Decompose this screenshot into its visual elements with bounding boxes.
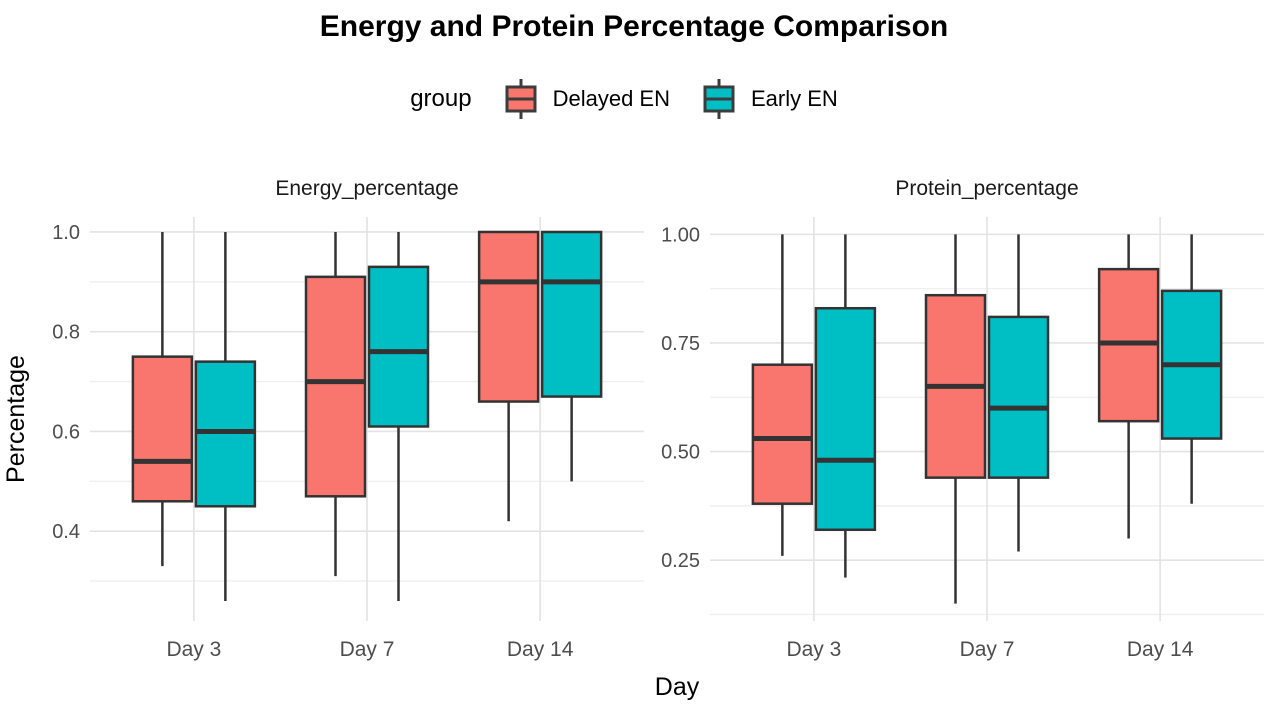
box-rect <box>814 306 877 532</box>
plot-area: 1.0 0.8 0.6 0.4 Energy_percentage Day 3 Day 7 D… <box>2 177 1264 701</box>
x-category-label: Day 7 <box>960 638 1015 661</box>
legend-title: group <box>410 85 472 112</box>
box-rect <box>477 230 540 403</box>
y-axis-label: Percentage <box>2 355 30 483</box>
box-energy-percentage-day-7-early-en <box>367 231 430 602</box>
boxplot-key-early-en-icon <box>703 79 735 119</box>
box-protein-percentage-day-7-early-en <box>987 234 1050 552</box>
box-protein-percentage-day-3-early-en <box>814 234 877 578</box>
x-category-label: Day 3 <box>166 638 221 661</box>
box-rect <box>540 230 603 398</box>
box-rect <box>987 315 1050 479</box>
chart-title: Energy and Protein Percentage Comparison <box>319 10 949 43</box>
x-axis-label: Day <box>655 673 700 701</box>
box-rect <box>131 355 194 503</box>
legend: group Delayed EN Early EN <box>0 76 1268 122</box>
facet-title: Protein_percentage <box>895 177 1078 200</box>
box-energy-percentage-day-3-delayed-en <box>131 231 194 567</box>
legend-label-early-en: Early EN <box>750 86 838 111</box>
facet-energy-percentage: 1.0 0.8 0.6 0.4 Energy_percentage Day 3 Day 7 D… <box>52 177 644 661</box>
y-tick-label: 0.4 <box>52 521 80 543</box>
y-tick-label: 0.6 <box>52 421 80 443</box>
box-rect <box>367 265 430 428</box>
legend-label-delayed-en: Delayed EN <box>552 86 670 111</box>
y-tick-label: 1.0 <box>52 222 80 244</box>
x-category-label: Day 3 <box>786 638 841 661</box>
boxplot-key-delayed-en-icon <box>505 79 537 119</box>
y-tick-label: 0.25 <box>661 550 700 572</box>
box-energy-percentage-day-14-early-en <box>540 230 603 482</box>
box-energy-percentage-day-7-delayed-en <box>304 231 367 577</box>
y-tick-label: 0.50 <box>661 442 700 464</box>
y-tick-label: 0.8 <box>52 322 80 344</box>
y-tick-label: 0.75 <box>661 333 700 355</box>
box-energy-percentage-day-3-early-en <box>194 231 257 602</box>
facet-protein-percentage: 1.00 0.75 0.50 0.25 Protein_percentage Day 3 D… <box>661 177 1264 661</box>
box-protein-percentage-day-14-delayed-en <box>1097 234 1160 539</box>
box-energy-percentage-day-14-delayed-en <box>477 230 540 522</box>
legend-entry-delayed-en: Delayed EN <box>502 77 670 121</box>
box-protein-percentage-day-3-delayed-en <box>751 234 814 556</box>
x-category-label: Day 7 <box>340 638 395 661</box>
facet-title: Energy_percentage <box>275 177 458 200</box>
box-rect <box>304 275 367 498</box>
box-protein-percentage-day-14-early-en <box>1160 234 1223 504</box>
box-protein-percentage-day-7-delayed-en <box>924 234 987 604</box>
legend-entry-early-en: Early EN <box>700 77 838 121</box>
box-rect <box>751 363 814 505</box>
y-tick-label: 1.00 <box>661 224 700 246</box>
x-category-label: Day 14 <box>1127 638 1194 661</box>
x-category-label: Day 14 <box>507 638 574 661</box>
